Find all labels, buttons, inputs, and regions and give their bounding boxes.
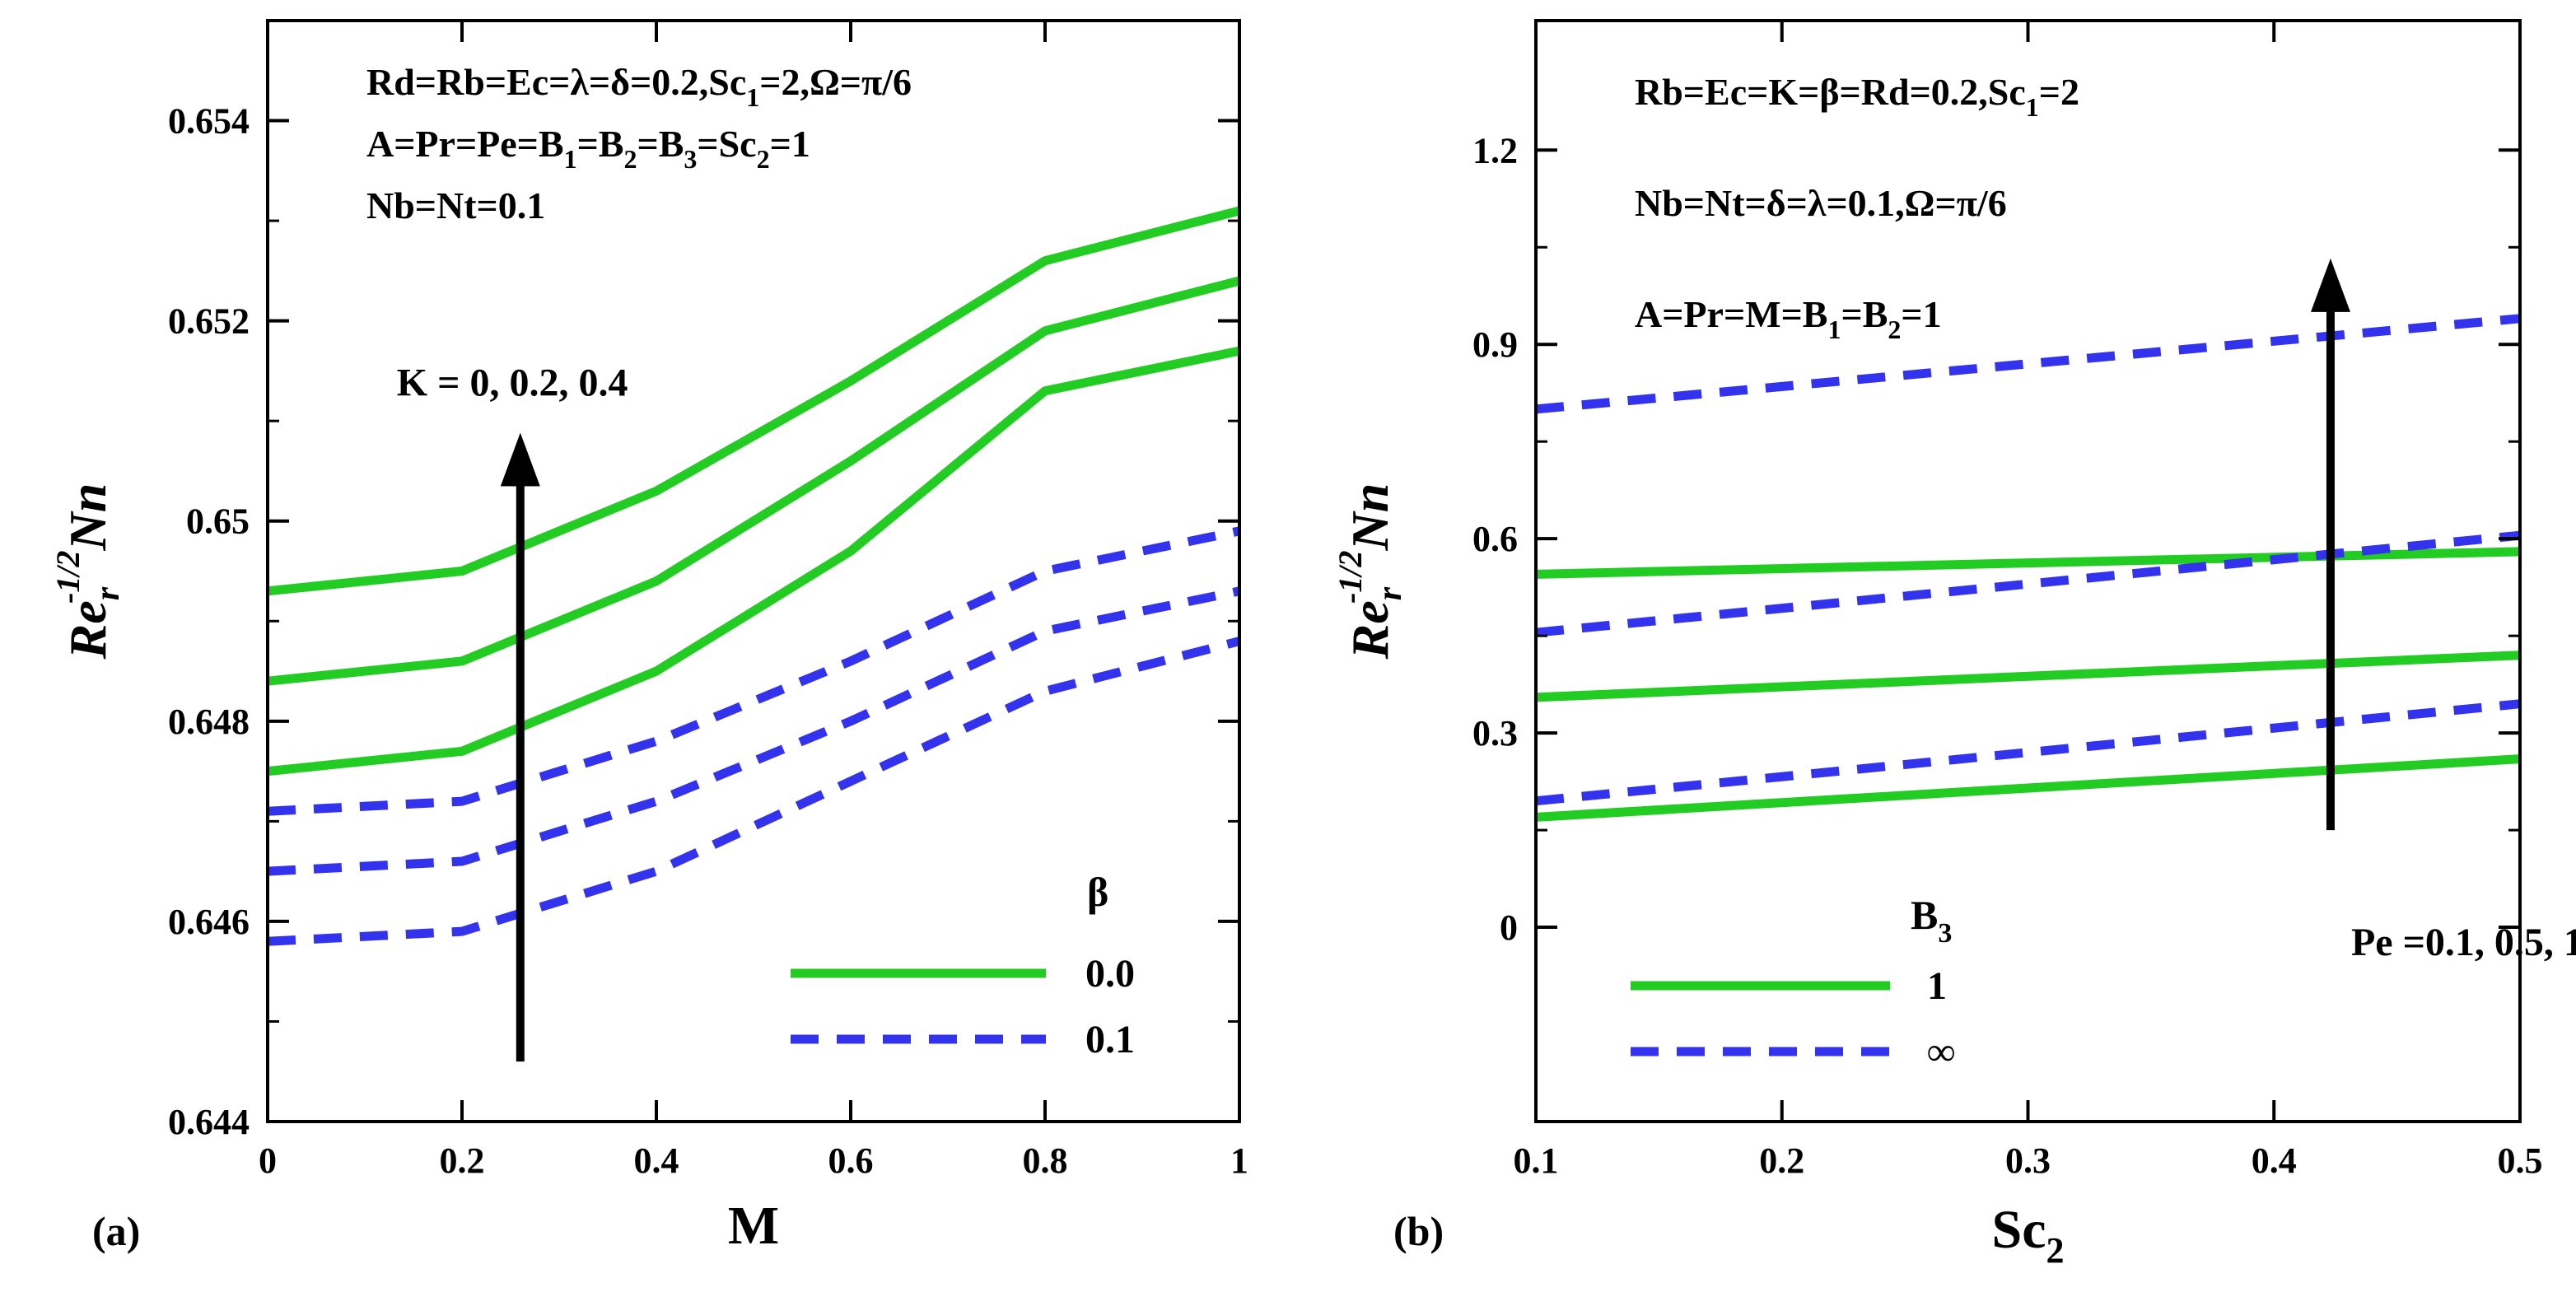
parameter-text: =B <box>1841 293 1888 335</box>
series-line-b-5 <box>1535 314 2521 414</box>
series-line-b-1 <box>1535 651 2521 702</box>
x-axis-label-text: M <box>728 1196 779 1256</box>
y-axis-label-tail: Nn <box>58 483 117 552</box>
x-tick-label: 0.1 <box>1514 1140 1559 1181</box>
y-tick-label: 0.652 <box>168 301 250 342</box>
legend-entry-label: 1 <box>1927 964 1947 1008</box>
y-tick-label: 0 <box>1500 907 1518 948</box>
parameter-text: Nb=Nt=δ=λ=0.1,Ω=π/6 <box>1635 182 2007 224</box>
parameter-annotation: Nb=Nt=0.1 <box>366 184 545 226</box>
x-tick-label: 0.5 <box>2498 1140 2543 1181</box>
parameter-subscript: 3 <box>684 144 697 174</box>
x-tick-label: 1 <box>1230 1140 1248 1181</box>
series-line-b-3 <box>1535 699 2521 806</box>
x-tick-label: 0 <box>259 1140 277 1181</box>
parameter-annotation: Rb=Ec=K=β=Rd=0.2,Sc1=2 <box>1635 71 2079 122</box>
parameter-text: =2 <box>2039 71 2079 113</box>
y-axis-label-sub: r <box>1371 586 1409 600</box>
series-line-a-5 <box>267 526 1241 816</box>
x-tick-label: 0.4 <box>2252 1140 2297 1181</box>
y-tick-label: 0.65 <box>186 501 250 542</box>
y-tick-label: 0.9 <box>1472 324 1518 365</box>
panel-label: (b) <box>1393 1208 1444 1254</box>
series-line-b-4 <box>1535 530 2521 637</box>
panel-label: (a) <box>92 1208 140 1254</box>
parameter-text: A=Pr=M=B <box>1635 293 1827 335</box>
parameter-subscript: 2 <box>1888 315 1901 344</box>
parameter-annotation: A=Pr=M=B1=B2=1 <box>1635 293 1942 344</box>
y-tick-label: 0.648 <box>168 702 250 742</box>
y-axis-label-sup: -1/2 <box>49 550 86 603</box>
legend-title: β <box>1087 869 1108 915</box>
y-tick-label: 0.646 <box>168 902 250 942</box>
y-axis-label-tail: Nn <box>1341 483 1399 552</box>
series-line-a-0 <box>267 346 1241 777</box>
x-tick-label: 0.6 <box>828 1140 874 1181</box>
y-axis-label-sub: r <box>89 586 127 600</box>
parameter-text: A=Pr=Pe=B <box>366 123 564 165</box>
y-tick-label: 1.2 <box>1472 130 1518 170</box>
legend-entry-label: 0.0 <box>1085 952 1135 996</box>
parameter-subscript: 1 <box>1827 315 1841 344</box>
y-tick-label: 0.6 <box>1472 519 1518 559</box>
chart-panel-a: 0 0.2 0.4 0.6 0.8 1 0.644 0.646 0.648 0.65 0.652 0.… <box>49 19 1248 1256</box>
y-axis-label: Rer-1/2Nn <box>1332 483 1409 660</box>
parameter-subscript: 2 <box>757 144 770 174</box>
x-tick-label: 0.2 <box>1759 1140 1804 1181</box>
trend-arrow-head <box>500 432 540 487</box>
trend-arrow-head <box>2310 258 2350 312</box>
x-axis-label: Sc2 <box>1992 1200 2065 1271</box>
parameter-subscript: 1 <box>2026 92 2039 122</box>
series-line-a-4 <box>267 586 1241 876</box>
parameter-subscript: 1 <box>746 82 759 112</box>
y-axis-label-base: Re <box>58 600 117 660</box>
x-tick-label: 0.8 <box>1023 1140 1068 1181</box>
parameter-text: Rb=Ec=K=β=Rd=0.2,Sc <box>1635 71 2026 113</box>
series-line-a-2 <box>267 206 1241 596</box>
x-tick-label: 0.3 <box>2005 1140 2051 1181</box>
parameter-text: =1 <box>1901 293 1941 335</box>
y-tick-label: 0.654 <box>168 101 250 142</box>
y-axis-label: Rer-1/2Nn <box>49 483 127 660</box>
y-tick-label: 0.3 <box>1472 713 1518 753</box>
x-tick-label: 0.2 <box>440 1140 485 1181</box>
legend-entry-label: ∞ <box>1927 1030 1955 1074</box>
parameter-text: =1 <box>770 123 810 165</box>
parameter-subscript: 1 <box>564 144 577 174</box>
y-tick-label: 0.644 <box>168 1102 250 1142</box>
parameter-text: Nb=Nt=0.1 <box>366 184 545 226</box>
parameter-text: =2,Ω=π/6 <box>759 61 912 103</box>
trend-arrow-label: K = 0, 0.2, 0.4 <box>397 361 628 404</box>
series-line-a-1 <box>267 276 1241 686</box>
parameter-text: =B <box>637 123 684 165</box>
legend-title-text: β <box>1087 869 1108 915</box>
y-axis-label-base: Re <box>1341 600 1399 660</box>
parameter-annotation: Nb=Nt=δ=λ=0.1,Ω=π/6 <box>1635 182 2007 224</box>
legend-entry-label: 0.1 <box>1085 1018 1135 1061</box>
parameter-annotation: Rd=Rb=Ec=λ=δ=0.2,Sc1=2,Ω=π/6 <box>366 61 912 112</box>
parameter-subscript: 2 <box>623 144 637 174</box>
x-axis-label-text: Sc <box>1992 1200 2046 1260</box>
legend-title-sub: 3 <box>1938 918 1952 949</box>
legend-title: B3 <box>1911 892 1952 949</box>
y-axis-label-sup: -1/2 <box>1332 550 1369 603</box>
x-axis-label-sub: 2 <box>2046 1230 2065 1271</box>
x-axis-label: M <box>728 1196 779 1256</box>
parameter-text: =Sc <box>697 123 756 165</box>
trend-arrow-label: Pe =0.1, 0.5, 1 <box>2351 921 2576 964</box>
parameter-text: Rd=Rb=Ec=λ=δ=0.2,Sc <box>366 61 746 103</box>
parameter-annotation: A=Pr=Pe=B1=B2=B3=Sc2=1 <box>366 123 810 174</box>
plot-frame <box>266 19 1241 1123</box>
parameter-text: =B <box>577 123 624 165</box>
series-line-a-3 <box>267 637 1241 946</box>
series-line-b-0 <box>1535 754 2521 822</box>
legend-title-text: B <box>1911 892 1938 938</box>
chart-panel-b: 0.1 0.2 0.3 0.4 0.500.30.60.91.2Sc2Rer-1/2Nn… <box>1332 19 2576 1271</box>
series-line-b-2 <box>1535 547 2521 579</box>
x-tick-label: 0.4 <box>634 1140 679 1181</box>
